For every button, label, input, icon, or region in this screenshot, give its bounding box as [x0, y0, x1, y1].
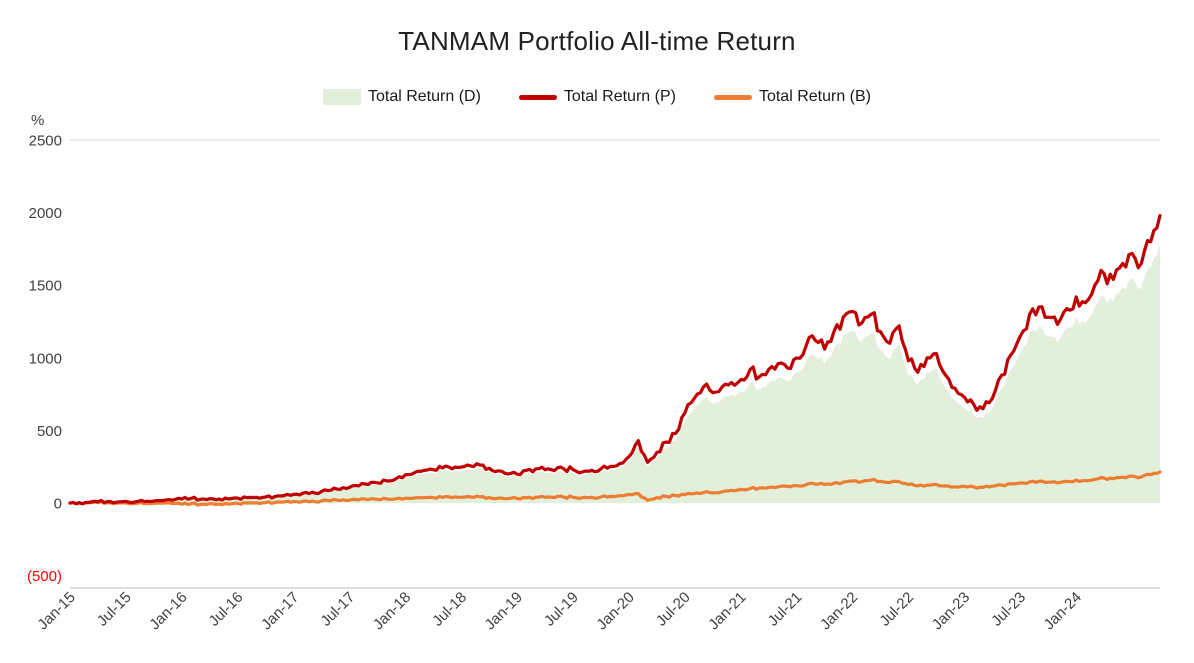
x-tick-label: Jan-22: [817, 589, 861, 633]
y-tick-label: 1500: [29, 278, 62, 295]
x-tick-label: Jan-15: [34, 589, 78, 633]
y-tick-label: 2500: [29, 133, 62, 150]
legend-item-total-return-b: Total Return (B): [713, 88, 871, 106]
x-tick-label: Jul-22: [876, 589, 917, 630]
legend-item-total-return-d: Total Return (D): [322, 88, 481, 106]
legend-item-total-return-p: Total Return (P): [518, 88, 676, 106]
series-line-total-return-p: [68, 213, 1162, 506]
y-tick-label: (500): [27, 568, 62, 585]
y-tick-label: 500: [37, 423, 62, 440]
x-tick-label: Jul-17: [317, 589, 358, 630]
y-tick-label: 0: [54, 496, 62, 513]
x-tick-label: Jul-23: [988, 589, 1029, 630]
x-tick-label: Jan-20: [593, 589, 637, 633]
x-tick-label: Jan-24: [1041, 589, 1085, 633]
x-tick-label: Jul-21: [765, 589, 806, 630]
series-area-total-return-d: [70, 244, 1160, 504]
x-tick-label: Jul-16: [206, 589, 247, 630]
y-axis-unit-label: %: [31, 112, 45, 129]
x-tick-label: Jan-21: [705, 589, 749, 633]
x-tick-label: Jan-19: [482, 589, 526, 633]
x-tick-label: Jul-15: [94, 589, 135, 630]
x-tick-label: Jul-18: [429, 589, 470, 630]
x-tick-label: Jan-16: [146, 589, 190, 633]
x-tick-label: Jan-18: [370, 589, 414, 633]
y-tick-label: 1000: [29, 350, 62, 367]
x-tick-label: Jul-20: [653, 589, 694, 630]
legend-label: Total Return (P): [563, 88, 676, 105]
legend-swatch: [713, 94, 752, 100]
chart-legend: Total Return (D) Total Return (P) Total Re…: [0, 88, 1194, 106]
x-tick-label: Jan-23: [929, 589, 973, 633]
legend-label: Total Return (B): [758, 88, 871, 105]
legend-swatch: [518, 94, 557, 100]
series-line-total-return-b: [68, 470, 1162, 507]
x-tick-label: Jan-17: [258, 589, 302, 633]
legend-label: Total Return (D): [367, 88, 481, 105]
x-tick-label: Jul-19: [541, 589, 582, 630]
y-tick-label: 2000: [29, 205, 62, 222]
chart-title: TANMAM Portfolio All-time Return: [398, 26, 796, 56]
legend-swatch: [322, 89, 361, 105]
